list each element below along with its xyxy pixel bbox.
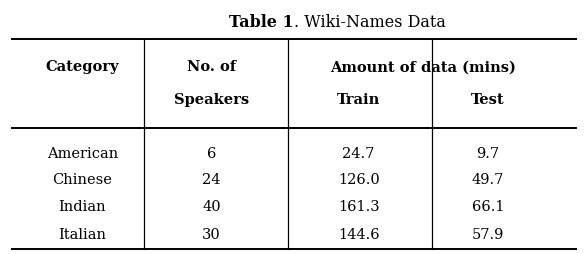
- Text: No. of: No. of: [187, 60, 236, 74]
- Text: 24.7: 24.7: [342, 147, 375, 161]
- Text: 66.1: 66.1: [472, 200, 505, 214]
- Text: Category: Category: [46, 60, 119, 74]
- Text: 126.0: 126.0: [338, 173, 380, 187]
- Text: Test: Test: [471, 93, 505, 107]
- Text: Train: Train: [337, 93, 380, 107]
- Text: 9.7: 9.7: [476, 147, 500, 161]
- Text: 40: 40: [202, 200, 221, 214]
- Text: Speakers: Speakers: [174, 93, 249, 107]
- Text: Indian: Indian: [59, 200, 106, 214]
- Text: American: American: [46, 147, 118, 161]
- Text: Chinese: Chinese: [52, 173, 112, 187]
- Text: Italian: Italian: [58, 228, 106, 242]
- Text: 6: 6: [207, 147, 216, 161]
- Text: Table 1: Table 1: [229, 14, 294, 31]
- Text: 49.7: 49.7: [472, 173, 505, 187]
- Text: 144.6: 144.6: [338, 228, 379, 242]
- Text: 161.3: 161.3: [338, 200, 379, 214]
- Text: Amount of data (mins): Amount of data (mins): [330, 60, 516, 74]
- Text: 30: 30: [202, 228, 221, 242]
- Text: . Wiki-Names Data: . Wiki-Names Data: [294, 14, 446, 31]
- Text: 57.9: 57.9: [472, 228, 505, 242]
- Text: 24: 24: [202, 173, 221, 187]
